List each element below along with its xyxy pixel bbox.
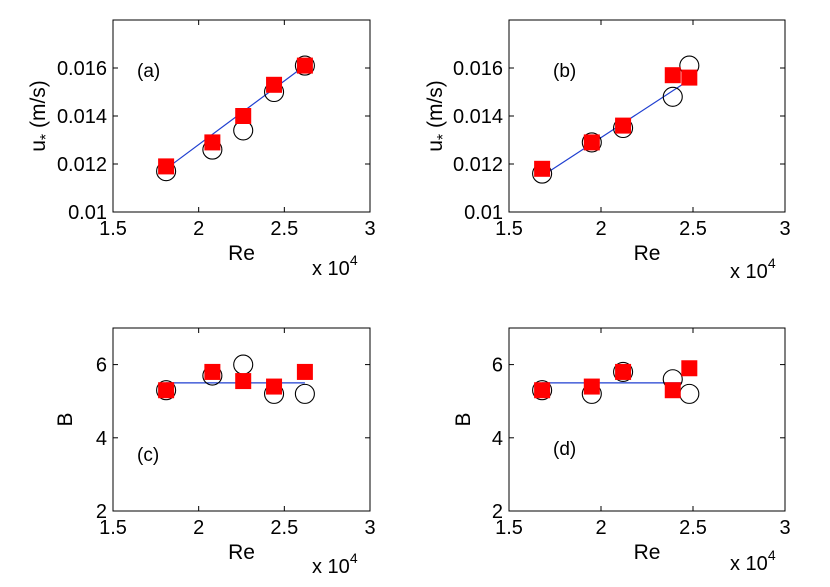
circle-point	[294, 383, 315, 404]
x-tick-label: 2	[193, 517, 204, 539]
panel-label: (b)	[553, 61, 576, 82]
x-tick-label: 1.5	[99, 218, 127, 240]
square-point	[204, 363, 221, 380]
axes-box	[112, 327, 371, 512]
circle-point	[679, 383, 700, 404]
x-tick-label: 2.5	[679, 218, 707, 240]
x-tick-label: 1.5	[495, 218, 523, 240]
x-axis-label: Re	[634, 541, 661, 564]
square-point	[583, 134, 600, 151]
panel-b: 1.5 2 2.5 3 0.01 0.012 0.014 0.016 Re x 104 u* (m/…	[424, 19, 791, 283]
x-tick-label: 2	[193, 218, 204, 240]
square-point	[158, 382, 175, 399]
circle-point	[156, 380, 177, 401]
y-axis-label: u* (m/s)	[27, 80, 55, 152]
x-axis-label: Re	[228, 242, 255, 265]
circle-point	[662, 86, 683, 107]
x-tick-label: 1.5	[99, 517, 127, 539]
x-axis-label: Re	[228, 541, 255, 564]
x-tick-label: 2	[595, 218, 606, 240]
panel-label: (c)	[137, 445, 159, 466]
fit-line	[541, 84, 683, 177]
square-point	[534, 382, 551, 399]
x-tick-label: 3	[779, 517, 790, 539]
circle-point	[581, 132, 602, 153]
x-tick-label: 2	[595, 517, 606, 539]
y-tick-label: 0.014	[57, 106, 107, 128]
circle-point	[613, 361, 634, 382]
y-axis-label: B	[54, 412, 77, 426]
y-tick-label: 0.012	[453, 154, 503, 176]
x-axis-multiplier: x 104	[730, 547, 776, 575]
square-point	[615, 363, 632, 380]
y-tick-label: 6	[96, 355, 107, 377]
x-axis-multiplier: x 104	[730, 255, 776, 283]
y-tick-label: 0.014	[453, 106, 503, 128]
y-tick-label: 2	[96, 501, 107, 523]
x-tick-label: 2.5	[270, 517, 298, 539]
y-tick-label: 0.016	[453, 58, 503, 80]
panel-label: (a)	[137, 61, 160, 82]
square-point	[235, 108, 252, 124]
circle-point	[532, 380, 553, 401]
square-point	[664, 67, 681, 84]
x-tick-label: 3	[364, 218, 375, 240]
square-point	[204, 134, 221, 151]
x-tick-label: 2.5	[270, 218, 298, 240]
y-axis-label: B	[452, 412, 475, 426]
square-point	[583, 378, 600, 395]
square-point	[681, 360, 698, 377]
square-point	[296, 363, 313, 380]
square-point	[235, 373, 252, 390]
square-point	[158, 158, 175, 175]
y-axis-label: u* (m/s)	[424, 80, 452, 152]
square-point	[534, 160, 551, 177]
y-tick-label: 6	[492, 355, 503, 377]
x-tick-label: 3	[364, 517, 375, 539]
x-tick-label: 3	[779, 218, 790, 240]
panel-a: 1.5 2 2.5 3 0.01 0.012 0.014 0.016 Re x 104 u* (m/…	[27, 19, 376, 280]
square-point	[664, 382, 681, 399]
square-point	[615, 117, 632, 134]
x-tick-label: 2.5	[679, 517, 707, 539]
axes-box	[508, 19, 786, 213]
y-tick-label: 4	[96, 428, 107, 450]
panel-label: (d)	[553, 439, 576, 460]
square-point	[296, 57, 313, 74]
square-point	[266, 378, 283, 395]
x-axis-multiplier: x 104	[312, 550, 358, 578]
x-tick-label: 1.5	[495, 517, 523, 539]
x-axis-label: Re	[634, 242, 661, 265]
y-tick-label: 0.01	[464, 202, 503, 224]
y-tick-label: 0.01	[68, 202, 107, 224]
square-point	[266, 76, 283, 93]
x-axis-multiplier: x 104	[312, 252, 358, 280]
y-tick-label: 4	[492, 428, 503, 450]
circle-point	[294, 55, 315, 76]
y-tick-label: 0.012	[57, 154, 107, 176]
square-point	[681, 69, 698, 86]
axes-box	[508, 327, 786, 512]
y-tick-label: 0.016	[57, 58, 107, 80]
circle-point	[233, 354, 254, 375]
y-tick-label: 2	[492, 501, 503, 523]
